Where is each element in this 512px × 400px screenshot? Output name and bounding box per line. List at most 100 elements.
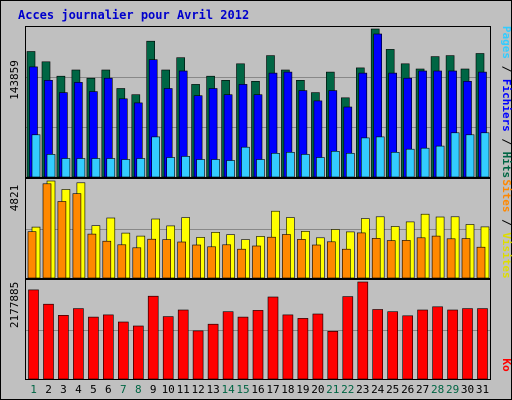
bar-pages-day-3 [61, 158, 71, 178]
day-label-4: 4 [75, 383, 82, 396]
day-label-11: 11 [177, 383, 190, 396]
bar-ko-day-19 [297, 318, 309, 380]
bar-pages-day-15 [241, 146, 250, 178]
legend-bottom: Ko [500, 358, 512, 372]
bar-pages-day-26 [405, 148, 415, 178]
day-label-8: 8 [135, 383, 142, 396]
legend-ko: Ko [500, 358, 512, 372]
day-label-6: 6 [105, 383, 112, 396]
bar-ko-day-15 [237, 316, 249, 380]
bar-sites-day-1 [27, 231, 37, 279]
bar-ko-day-8 [133, 325, 144, 380]
bar-pages-day-29 [450, 132, 460, 178]
chart-title: Acces journalier pour Avril 2012 [18, 8, 249, 22]
bar-sites-day-28 [431, 235, 441, 279]
bar-sites-day-23 [356, 232, 366, 279]
bar-sites-day-4 [72, 193, 82, 279]
bar-pages-day-16 [256, 159, 265, 178]
day-label-19: 19 [296, 383, 309, 396]
bar-ko-day-26 [402, 315, 414, 380]
day-label-25: 25 [386, 383, 399, 396]
bar-sites-day-17 [267, 236, 276, 279]
bar-ko-day-14 [222, 311, 234, 380]
bar-sites-day-11 [177, 241, 186, 279]
bar-sites-day-19 [297, 239, 306, 279]
bar-sites-day-27 [416, 237, 426, 279]
panel-ko [25, 279, 491, 380]
day-label-15: 15 [236, 383, 249, 396]
bar-ko-day-3 [58, 314, 69, 380]
bar-pages-day-2 [46, 154, 56, 178]
bar-sites-day-24 [371, 238, 381, 279]
bottom-ymax-label: 2177885 [8, 282, 21, 328]
bar-sites-day-9 [147, 238, 156, 279]
bar-pages-day-17 [271, 153, 280, 178]
bar-pages-day-31 [480, 132, 490, 178]
day-label-13: 13 [206, 383, 219, 396]
bar-pages-day-5 [91, 158, 101, 178]
legend-fichiers: Fichiers [500, 79, 512, 132]
day-label-9: 9 [150, 383, 157, 396]
middle-ymax-label: 4821 [8, 185, 21, 212]
bar-pages-day-11 [181, 156, 190, 178]
legend-sep: / [500, 59, 512, 79]
bar-ko-day-13 [207, 323, 219, 380]
bar-pages-day-21 [330, 151, 340, 178]
legend-visites: Visites [500, 232, 512, 278]
bar-pages-day-12 [196, 159, 205, 178]
day-label-28: 28 [431, 383, 444, 396]
day-label-3: 3 [60, 383, 67, 396]
bar-pages-day-4 [76, 158, 86, 178]
bar-ko-day-27 [417, 309, 428, 380]
svg-text:Pages / Fichiers / Hits: Pages / Fichiers / Hits [500, 26, 512, 178]
bar-ko-day-17 [267, 296, 279, 380]
bar-pages-day-22 [345, 153, 355, 178]
bar-sites-day-2 [42, 183, 52, 279]
bar-sites-day-31 [476, 246, 486, 279]
bar-ko-day-1 [28, 289, 39, 380]
top-ymax-label: 143859 [8, 60, 21, 100]
bar-sites-day-22 [341, 248, 351, 279]
bar-sites-day-26 [401, 240, 411, 279]
day-labels: 1 2 3 4 5 6 7 8 9 10 11 12 13 14 15 16 17 18 19 20 21 22 23 24 2… [30, 383, 489, 396]
bar-sites-day-5 [87, 233, 97, 279]
bar-ko-day-31 [477, 308, 488, 380]
bar-ko-day-5 [88, 316, 99, 380]
bar-pages-day-1 [31, 134, 41, 178]
bar-pages-day-9 [151, 136, 160, 178]
bar-ko-day-2 [43, 303, 54, 380]
day-label-24: 24 [371, 383, 385, 396]
day-label-23: 23 [356, 383, 369, 396]
bar-pages-day-30 [465, 134, 475, 178]
bar-sites-day-30 [461, 238, 471, 279]
svg-text:Sites / Visites: Sites / Visites [500, 179, 512, 278]
bar-pages-day-7 [121, 159, 131, 178]
svg-text:Ko: Ko [500, 358, 512, 372]
bar-ko-day-30 [462, 308, 473, 380]
day-label-12: 12 [191, 383, 204, 396]
bar-sites-day-12 [192, 244, 201, 279]
bar-ko-day-9 [147, 295, 159, 380]
bar-ko-day-18 [282, 314, 294, 380]
legend-sep: / [500, 212, 512, 232]
legend-hits: Hits [500, 152, 512, 179]
bar-sites-day-25 [386, 240, 396, 279]
bar-ko-day-20 [312, 313, 324, 380]
day-label-7: 7 [120, 383, 127, 396]
bar-pages-day-20 [316, 157, 325, 178]
day-label-2: 2 [45, 383, 52, 396]
bar-sites-day-16 [252, 245, 261, 279]
bar-sites-day-14 [222, 244, 231, 279]
bar-ko-day-22 [342, 296, 354, 380]
bar-ko-day-7 [118, 321, 129, 380]
bar-pages-day-18 [286, 152, 295, 178]
bar-ko-day-6 [103, 314, 114, 380]
day-label-1: 1 [30, 383, 37, 396]
bar-sites-day-29 [446, 238, 456, 279]
legend-middle: Sites / Visites [500, 179, 512, 278]
bar-ko-day-29 [447, 309, 458, 380]
bar-pages-day-8 [136, 158, 146, 178]
bar-pages-day-19 [301, 154, 310, 178]
panel-hits-files-pages [25, 26, 491, 178]
bar-ko-day-4 [73, 308, 84, 380]
